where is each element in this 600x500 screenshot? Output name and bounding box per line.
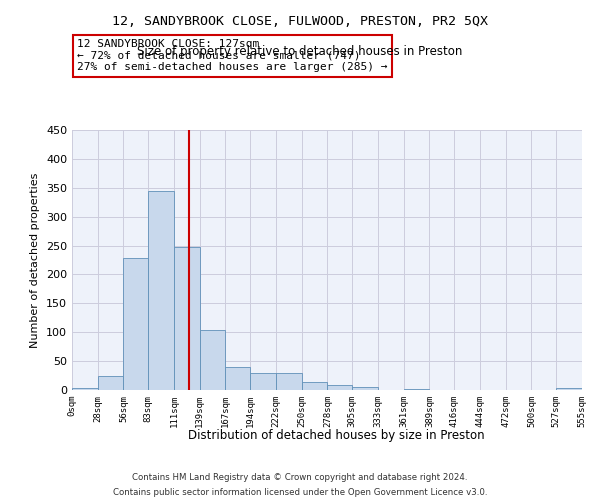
Bar (302, 382, 328, 390)
Bar (72, 388, 98, 390)
Text: Distribution of detached houses by size in Preston: Distribution of detached houses by size … (188, 428, 484, 442)
Text: 12 SANDYBROOK CLOSE: 127sqm
← 72% of detached houses are smaller (747)
27% of se: 12 SANDYBROOK CLOSE: 127sqm ← 72% of det… (77, 39, 388, 72)
Bar (148, 190, 174, 390)
Text: 12, SANDYBROOK CLOSE, FULWOOD, PRESTON, PR2 5QX: 12, SANDYBROOK CLOSE, FULWOOD, PRESTON, … (112, 15, 488, 28)
Bar (174, 248, 200, 390)
Text: Contains HM Land Registry data © Crown copyright and database right 2024.: Contains HM Land Registry data © Crown c… (132, 473, 468, 482)
Bar (226, 367, 250, 390)
Bar (404, 389, 430, 390)
Bar (98, 376, 124, 390)
Text: Contains public sector information licensed under the Open Government Licence v3: Contains public sector information licen… (113, 488, 487, 497)
Bar (556, 388, 582, 390)
Bar (328, 385, 352, 390)
Bar (276, 372, 302, 390)
Bar (352, 387, 378, 390)
Bar (200, 330, 226, 390)
Y-axis label: Number of detached properties: Number of detached properties (31, 172, 40, 348)
Bar (124, 258, 148, 390)
Text: Size of property relative to detached houses in Preston: Size of property relative to detached ho… (137, 45, 463, 58)
Bar (250, 372, 276, 390)
